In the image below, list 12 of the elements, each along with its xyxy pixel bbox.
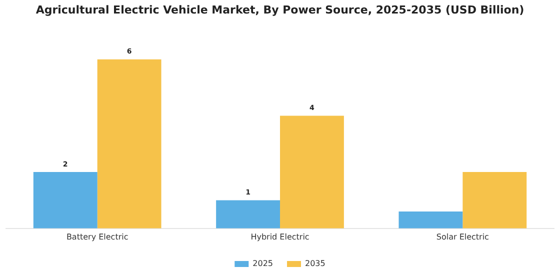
- x-tick-label: Solar Electric: [436, 232, 489, 242]
- legend-label: 2035: [305, 259, 326, 268]
- bar: [216, 200, 280, 228]
- bar: [280, 116, 344, 228]
- x-tick-label: Battery Electric: [66, 232, 128, 242]
- bar: [462, 172, 527, 228]
- x-tick-label: Hybrid Electric: [250, 232, 310, 242]
- legend-label: 2025: [252, 259, 273, 268]
- chart-title: Agricultural Electric Vehicle Market, By Power Source, 2025-2035 (USD Billion): [36, 3, 524, 16]
- bar: [33, 172, 98, 228]
- bar: [97, 59, 162, 228]
- bar: [398, 211, 463, 228]
